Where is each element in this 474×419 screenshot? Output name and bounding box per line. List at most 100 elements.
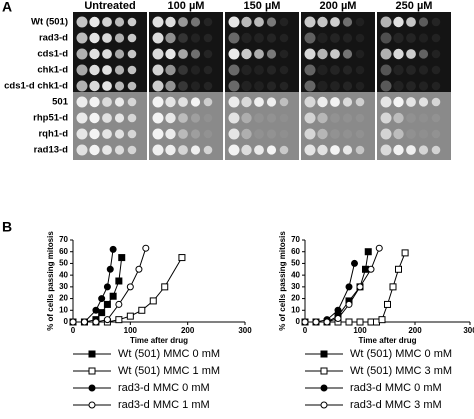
spot [330,49,340,59]
data-point [92,318,100,326]
data-point [92,306,100,314]
spot [76,112,88,124]
spot [304,32,316,44]
spot [178,113,188,123]
data-point [395,265,402,273]
data-point [389,283,397,291]
spot [317,144,328,156]
spot [89,80,100,92]
spot [228,128,240,140]
strain-label: rad13-d [34,145,69,156]
spot [380,80,392,92]
spot [380,64,392,76]
spot [393,32,404,44]
spot [203,145,213,155]
spot [152,144,164,156]
data-point [69,318,77,326]
y-axis-label: % of cells passing mitosis [278,231,287,331]
spot [355,65,365,75]
legend-label: rad3-d MMC 1 mM [118,399,210,411]
spot [431,113,441,123]
spot [89,32,100,44]
legend-marker [88,350,96,358]
spot [279,129,289,139]
spot [102,65,112,75]
y-tick-label: 0 [64,317,69,326]
spot [241,80,252,92]
x-axis-label: Time after drug [358,336,416,345]
spot [431,49,441,59]
spot [203,97,213,107]
spot [152,128,164,140]
spot [114,129,125,139]
spot [152,112,164,124]
spot [418,49,429,59]
spot [304,96,316,108]
spot [228,112,240,124]
spot [342,113,353,123]
spot [76,48,88,60]
spot [178,97,188,107]
data-point [135,265,143,273]
spot [152,96,164,108]
spot [431,33,441,43]
spot [355,81,365,91]
spot [266,49,277,59]
y-tick-label: 50 [291,259,300,268]
spot [76,16,88,28]
spot [165,112,176,124]
spot [406,129,416,139]
spot [317,48,328,60]
strain-label: rad3-d [39,33,68,44]
spot [330,145,340,155]
spot [102,129,112,139]
legend-label: rad3-d MMC 3 mM [350,399,442,411]
data-point [98,295,106,303]
spot [266,33,277,43]
spot [89,16,100,28]
spot [127,81,137,91]
spot [228,48,240,60]
spot [431,17,441,27]
spot [102,97,112,107]
data-point [126,312,134,320]
spot [76,96,88,108]
spot [317,80,328,92]
spot [127,17,137,27]
spot [114,113,125,123]
spot [431,145,441,155]
spot [254,49,264,59]
spot [406,17,416,27]
spot [317,64,328,76]
spot [114,17,125,27]
spot [89,144,100,156]
spot [317,128,328,140]
x-tick-label: 0 [71,326,76,335]
y-tick-label: 20 [59,294,68,303]
spot [152,64,164,76]
legend-label: Wt (501) MMC 1 mM [118,365,220,377]
spot [102,81,112,91]
spot [190,97,201,107]
data-point [351,259,358,267]
spot [254,81,264,91]
y-tick-label: 70 [59,235,68,244]
spot [279,49,289,59]
strain-label: rqh1-d [38,129,68,140]
data-point [345,283,353,291]
spot [76,64,88,76]
spot [418,129,429,139]
data-point [115,277,123,285]
spot [406,81,416,91]
data-point [80,318,88,326]
spot [393,64,404,76]
x-tick-label: 200 [181,326,195,335]
data-point [109,292,117,300]
spot [241,96,252,108]
spot [279,65,289,75]
spot [178,33,188,43]
spot [342,97,353,107]
spot [203,17,213,27]
spot [127,145,137,155]
spot [406,33,416,43]
